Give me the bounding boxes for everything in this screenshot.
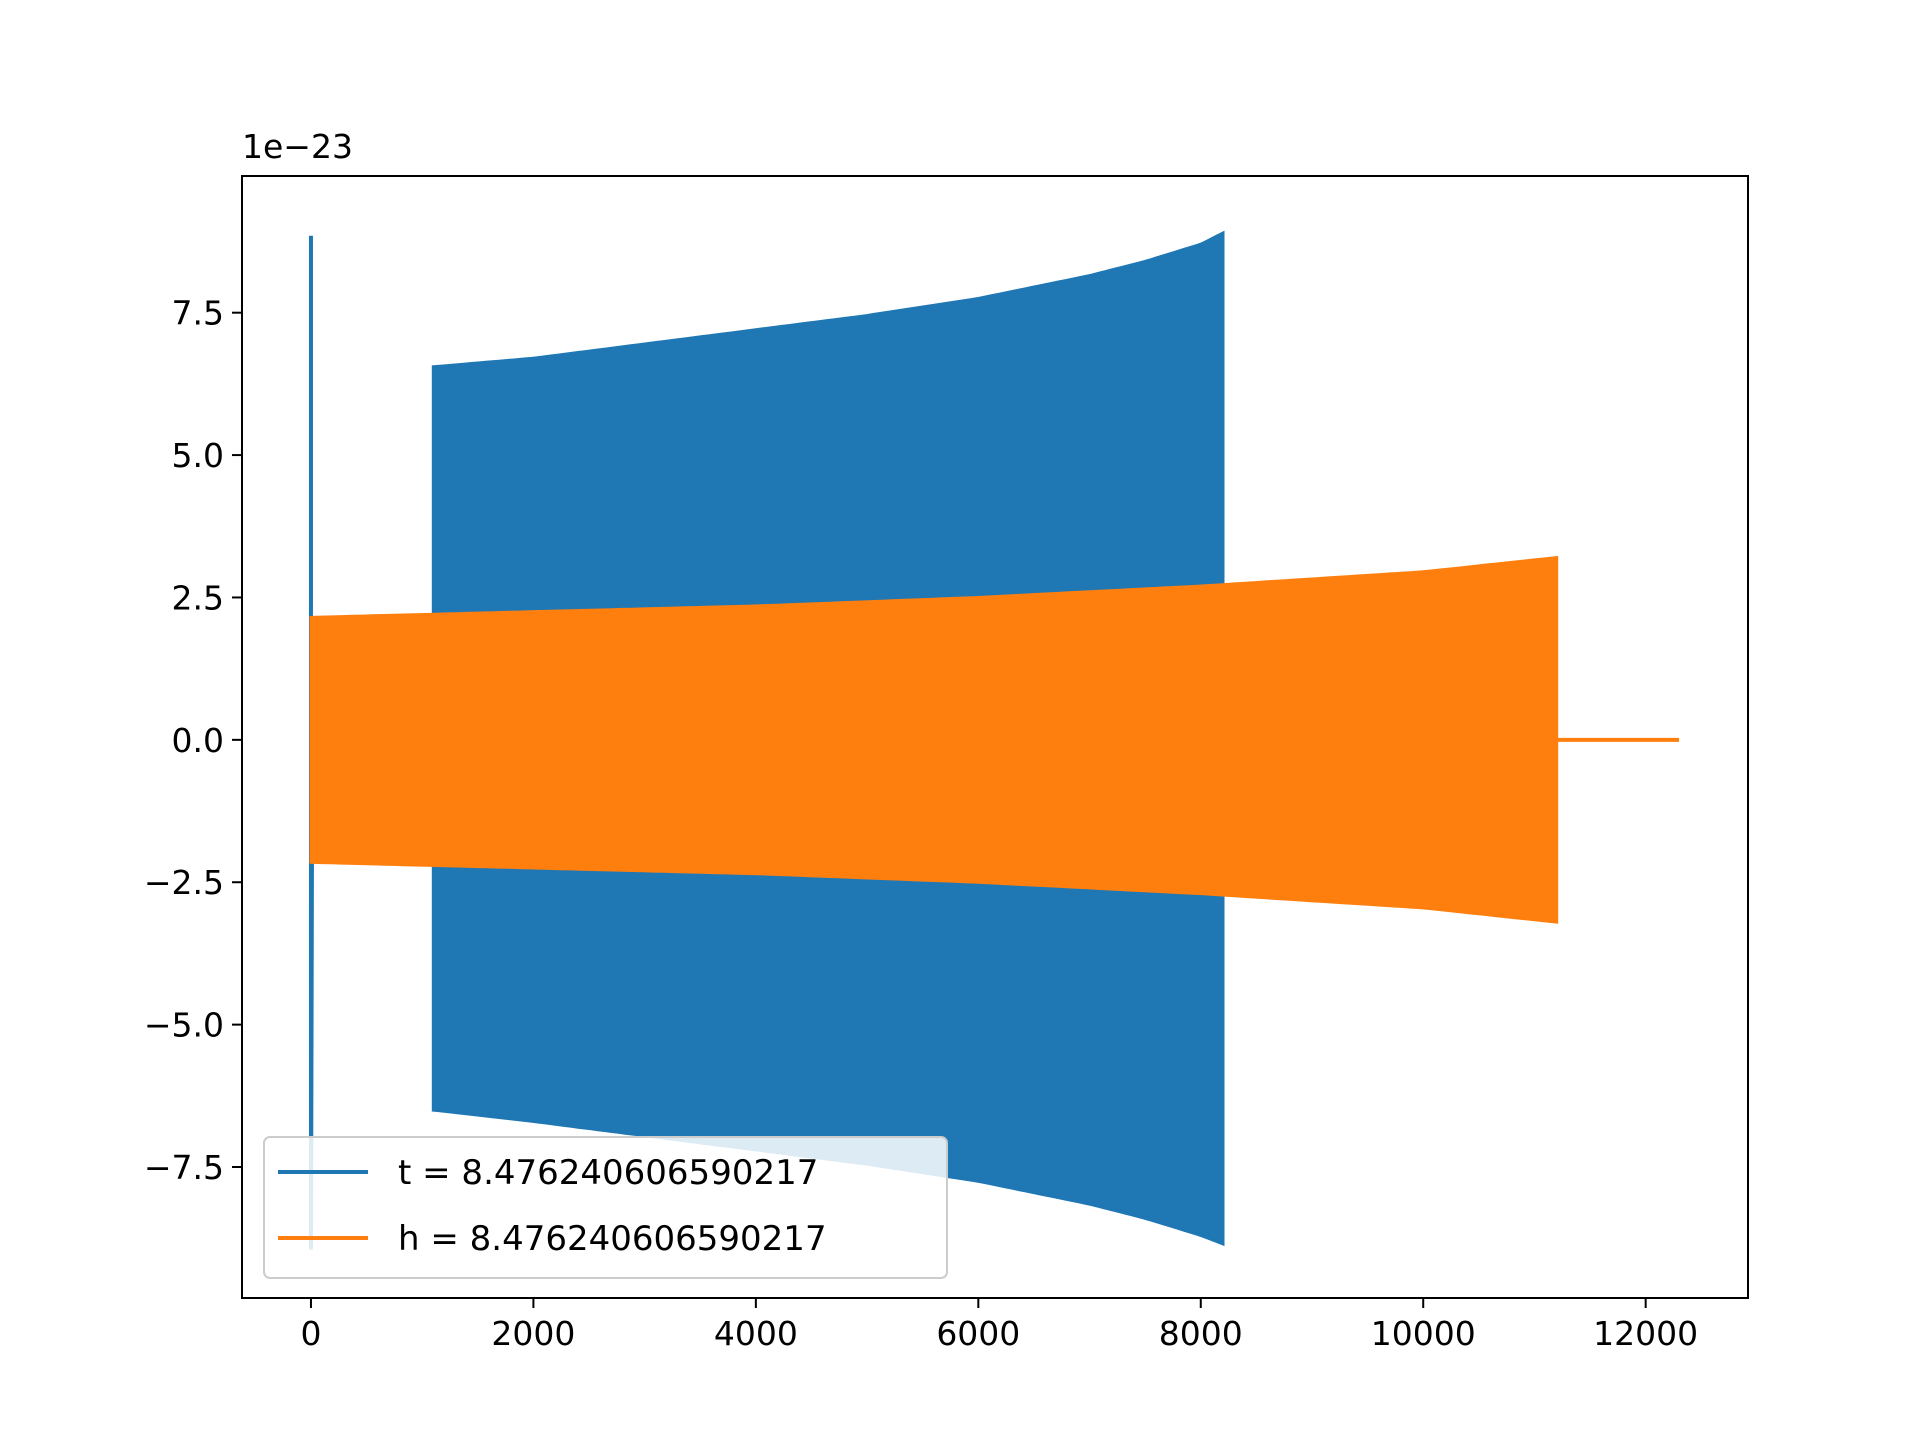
x-axis-ticks: 0 2000 4000 6000 8000 10000 12000 [300, 1298, 1698, 1353]
x-tick-label: 4000 [714, 1314, 798, 1353]
y-axis-ticks: −7.5 −5.0 −2.5 0.0 2.5 5.0 7.5 [144, 294, 242, 1187]
x-tick-label: 12000 [1593, 1314, 1698, 1353]
axes-border [241, 175, 1749, 1299]
y-tick-label: 7.5 [172, 294, 224, 333]
x-tick-label: 2000 [491, 1314, 575, 1353]
x-tick-label: 8000 [1159, 1314, 1243, 1353]
y-tick-label: 0.0 [172, 721, 224, 760]
y-axis-offset-text: 1e−23 [242, 127, 353, 166]
y-tick-label: −5.0 [144, 1006, 224, 1045]
axes-frame [241, 175, 1749, 1299]
legend-box [263, 1136, 948, 1279]
plot-marks [308, 230, 1680, 1250]
legend-label: t = 8.476240606590217 [398, 1153, 818, 1193]
series-fill-h [309, 555, 1559, 924]
x-tick-label: 6000 [936, 1314, 1020, 1353]
y-tick-label: −2.5 [144, 863, 224, 902]
y-tick-label: 2.5 [172, 578, 224, 617]
legend: t = 8.476240606590217 h = 8.4762406065902… [263, 1136, 948, 1279]
y-tick-label: −7.5 [144, 1148, 224, 1187]
y-tick-label: 5.0 [172, 436, 224, 475]
x-tick-label: 10000 [1371, 1314, 1476, 1353]
x-tick-label: 0 [300, 1314, 321, 1353]
legend-label: h = 8.476240606590217 [398, 1219, 827, 1259]
